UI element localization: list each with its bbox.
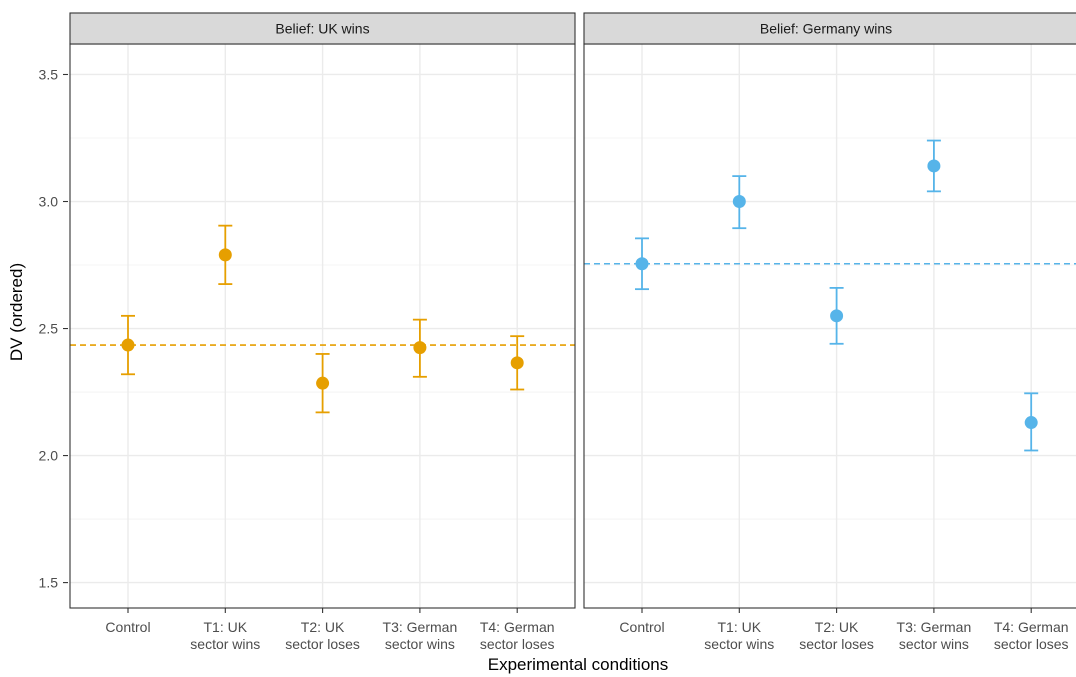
x-tick-label: sector loses	[285, 636, 360, 652]
data-point	[1024, 416, 1038, 430]
data-point	[218, 248, 232, 262]
x-tick-label: T1: UK	[718, 619, 762, 635]
x-tick-label: T1: UK	[204, 619, 248, 635]
y-tick-label: 3.5	[39, 66, 59, 82]
x-tick-label: sector wins	[704, 636, 774, 652]
x-tick-label: T2: UK	[815, 619, 859, 635]
facet-strip	[583, 12, 1076, 45]
y-tick-label: 2.5	[39, 321, 59, 337]
x-tick-label: sector loses	[799, 636, 874, 652]
y-tick-label: 2.0	[39, 448, 59, 464]
data-point	[830, 309, 844, 323]
data-point	[927, 159, 941, 173]
y-tick-label: 1.5	[39, 575, 59, 591]
data-point	[316, 376, 330, 390]
x-tick-label: sector loses	[994, 636, 1069, 652]
plot-area: 1.5 2.0 2.5 3.0 3.5 Belief: UK wins Control T1:…	[39, 12, 1076, 652]
x-tick-label: sector loses	[480, 636, 555, 652]
facet-strip-label: Belief: UK wins	[275, 21, 369, 37]
data-point	[732, 195, 746, 209]
x-axis-title: Experimental conditions	[488, 655, 668, 674]
data-point	[510, 356, 524, 370]
data-point	[413, 341, 427, 355]
x-tick-label: Control	[619, 619, 664, 635]
x-tick-label: T3: German	[897, 619, 972, 635]
x-tick-label: T3: German	[383, 619, 458, 635]
x-tick-label: T4: German	[480, 619, 555, 635]
y-axis-title: DV (ordered)	[7, 263, 26, 361]
data-point	[121, 338, 135, 352]
x-tick-label: sector wins	[190, 636, 260, 652]
facet-strip	[69, 12, 576, 45]
x-tick-label: T2: UK	[301, 619, 345, 635]
panel-background	[584, 44, 1076, 608]
y-tick-label: 3.0	[39, 194, 59, 210]
x-tick-label: sector wins	[385, 636, 455, 652]
x-tick-label: T4: German	[994, 619, 1069, 635]
x-tick-label: sector wins	[899, 636, 969, 652]
x-tick-label: Control	[105, 619, 150, 635]
facet-strip-label: Belief: Germany wins	[760, 21, 892, 37]
data-point	[635, 257, 649, 271]
